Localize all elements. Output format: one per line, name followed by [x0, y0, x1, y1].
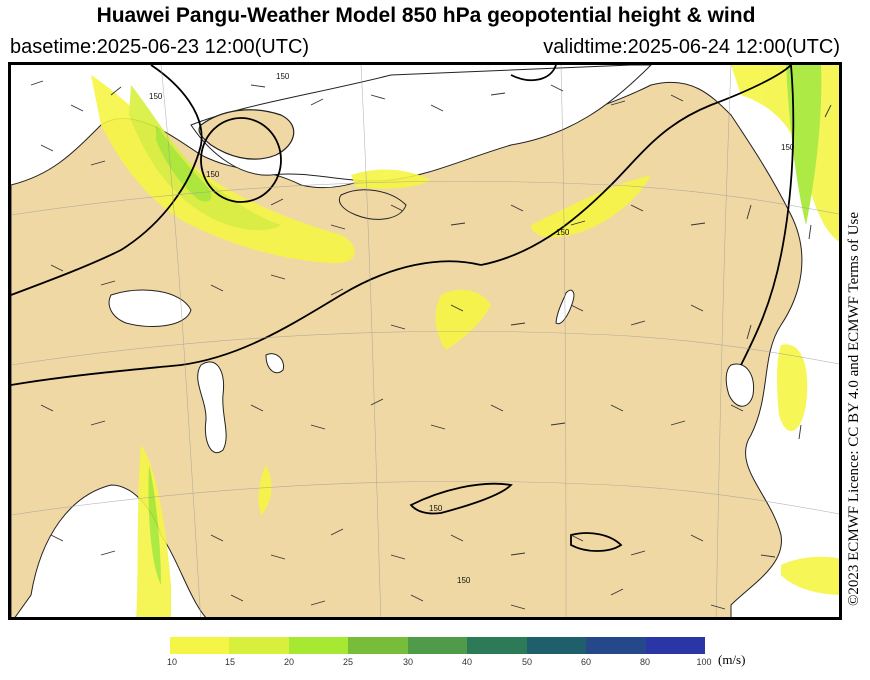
colorbar-segment — [526, 637, 587, 654]
colorbar-tick: 10 — [166, 657, 178, 667]
contour-label: 150 — [149, 92, 163, 101]
colorbar-segment — [170, 637, 230, 654]
colorbar-tick: 20 — [283, 657, 295, 667]
contour-label: 150 — [429, 504, 443, 513]
contour-label: 150 — [457, 576, 471, 585]
colorbar-tick: 15 — [224, 657, 236, 667]
colorbar-tick: 50 — [521, 657, 533, 667]
wind-speed-shading — [91, 65, 839, 617]
arctic-sea — [190, 65, 652, 182]
black-sea — [108, 289, 192, 328]
colorbar-segment — [407, 637, 468, 654]
colorbar-unit: (m/s) — [718, 652, 746, 667]
colorbar-tick: 80 — [639, 657, 651, 667]
graticule — [11, 65, 839, 617]
colorbar-segment — [229, 637, 289, 654]
taimyr-islands — [338, 189, 407, 220]
colorbar-tick: 100 — [696, 657, 712, 667]
map-canvas: 150 150 150 150 150 150 150 — [11, 65, 839, 617]
licence-text: ©2023 ECMWF Licence: CC BY 4.0 and ECMWF… — [846, 211, 862, 606]
colorbar-segment — [645, 637, 705, 654]
colorbar-tick: 40 — [461, 657, 473, 667]
aral-sea — [265, 353, 285, 374]
contour-label: 150 — [781, 143, 795, 152]
chart-title: Huawei Pangu-Weather Model 850 hPa geopo… — [96, 4, 756, 27]
wind-speed-colorbar — [170, 637, 705, 654]
colorbar-segment — [586, 637, 646, 654]
caspian-sea — [197, 361, 227, 453]
colorbar-tick: 30 — [402, 657, 414, 667]
colorbar-segment — [467, 637, 527, 654]
contour-label: 150 — [556, 228, 570, 237]
colorbar-segment — [288, 637, 349, 654]
map-panel[interactable]: 150 150 150 150 150 150 150 — [8, 62, 842, 620]
colorbar-tick: 25 — [342, 657, 354, 667]
contour-label: 150 — [276, 72, 290, 81]
sea-of-japan — [725, 363, 755, 407]
geopotential-contours — [11, 65, 795, 552]
wind-barbs — [30, 80, 832, 610]
validtime-label: validtime:2025-06-24 12:00(UTC) — [543, 36, 840, 58]
basetime-label: basetime:2025-06-23 12:00(UTC) — [10, 36, 310, 58]
contour-labels: 150 150 150 150 150 150 150 — [149, 72, 795, 585]
contour-label: 150 — [206, 170, 220, 179]
colorbar-tick: 60 — [580, 657, 592, 667]
colorbar-segment — [348, 637, 408, 654]
